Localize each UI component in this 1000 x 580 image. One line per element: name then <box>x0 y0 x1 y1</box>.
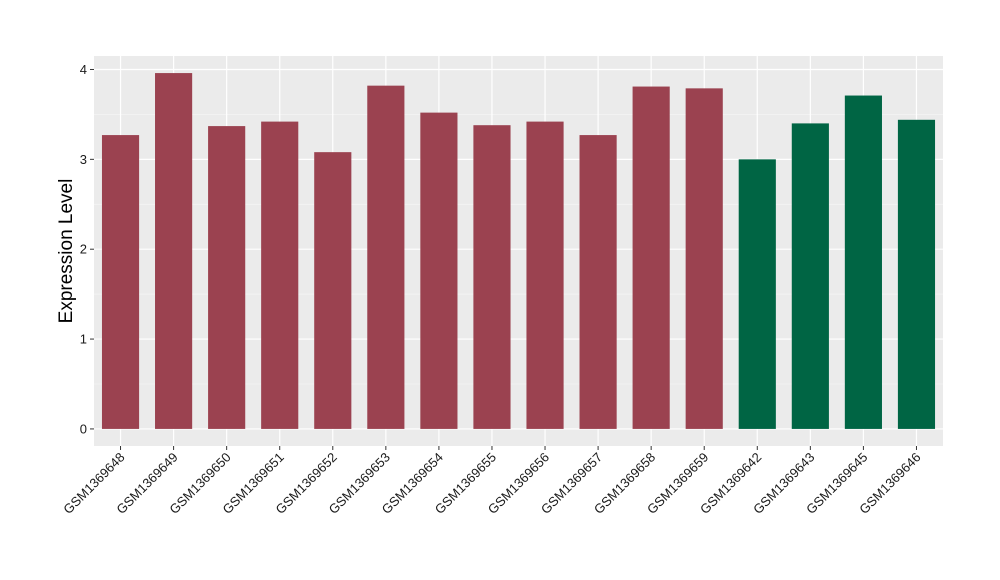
bar <box>791 123 829 429</box>
bar <box>261 121 299 429</box>
bar <box>897 119 936 429</box>
bar <box>208 126 246 429</box>
bar <box>101 135 140 429</box>
bar <box>155 73 193 429</box>
y-tick-label: 1 <box>80 332 87 347</box>
y-tick-label: 2 <box>80 242 87 257</box>
bar <box>685 88 723 429</box>
y-axis-title: Expression Level <box>56 179 77 324</box>
bar <box>367 85 405 429</box>
bar <box>314 152 352 429</box>
bar <box>738 159 776 429</box>
bar <box>632 86 670 429</box>
bar <box>526 121 564 429</box>
bar <box>473 125 511 429</box>
y-tick-label: 4 <box>80 62 87 77</box>
y-axis: 0 1 2 3 4 <box>80 62 94 436</box>
y-tick-label: 3 <box>80 152 87 167</box>
y-tick-label: 0 <box>80 421 87 436</box>
bar <box>844 95 882 429</box>
x-axis: GSM1369648GSM1369649GSM1369650GSM1369651… <box>60 446 924 517</box>
bars <box>101 73 936 429</box>
bar <box>420 112 458 429</box>
bar <box>579 135 617 429</box>
